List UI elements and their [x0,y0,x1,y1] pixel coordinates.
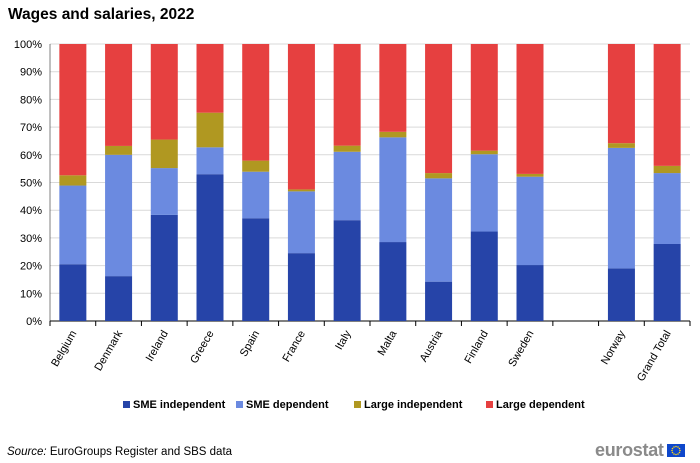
legend-swatch [486,401,493,408]
source-note: Source: EuroGroups Register and SBS data [7,446,232,458]
logo-text: eurostat [595,439,664,460]
x-tick-label: Norway [599,328,628,367]
bar-segment [150,214,178,321]
bar-segment [105,276,133,321]
source-text: EuroGroups Register and SBS data [49,446,233,458]
y-tick-label: 30% [20,233,42,245]
bar-segment [653,173,681,244]
bar-segment [287,191,315,254]
bar-segment [196,44,224,113]
bar-segment [287,44,315,190]
bar-segment [150,139,178,169]
bar-segment [516,44,544,174]
y-tick-label: 20% [20,261,42,273]
x-tick-label: Belgium [49,329,79,369]
y-tick-label: 10% [20,288,42,300]
legend-label: Large dependent [496,399,585,411]
bar-segment [425,178,453,282]
bar-segment [196,147,224,175]
gridlines [50,43,690,322]
bar-segment [470,44,498,151]
legend-label: SME independent [133,399,226,411]
bar-segment [379,137,407,243]
bar-segment [425,173,453,179]
bar-segment [242,171,270,219]
bar-segment [333,220,361,321]
y-axis-ticks: 0% 10% 20% 30% 40% 50% 60% 70% 80% 90% 100% [14,39,42,328]
bar-segment [607,147,635,269]
eurostat-logo: eurostat [595,440,685,460]
bar-segment [242,44,270,161]
x-tick-label: Austria [418,328,446,364]
bar-segment [105,44,133,146]
bar-segment [196,174,224,321]
y-tick-label: 50% [20,178,42,190]
legend-swatch [236,401,243,408]
x-axis-labels: Belgium Denmark Ireland Greece Spain France It… [49,328,674,384]
bar-segment [470,150,498,155]
legend: SME independent SME dependent Large indepe… [123,399,585,411]
bar-segment [379,44,407,132]
bar-segment [287,253,315,321]
bar-segment [607,143,635,148]
bar-segment [516,176,544,266]
bar-segment [379,242,407,321]
bar-segment [425,44,453,174]
x-tick-label: Finland [462,329,490,366]
x-tick-label: Spain [238,329,262,359]
bar-segment [653,44,681,166]
bar-segment [333,151,361,221]
bar-segment [607,44,635,144]
bar-segment [607,268,635,321]
chart-title: Wages and salaries, 2022 [8,6,195,23]
y-tick-label: 100% [14,39,42,51]
bars [59,44,681,321]
y-tick-label: 70% [20,122,42,134]
x-axis [49,44,691,326]
legend-label: Large independent [364,399,463,411]
y-tick-label: 0% [26,316,42,328]
legend-label: SME dependent [246,399,329,411]
bar-segment [150,168,178,215]
source-label: Source: [7,446,47,458]
bar-segment [516,173,544,177]
bar-segment [59,44,87,176]
bar-segment [59,175,87,186]
x-tick-label: Malta [376,328,400,358]
bar-segment [196,112,224,148]
bar-segment [242,160,270,172]
bar-segment [150,44,178,140]
bar-segment [59,264,87,321]
bar-segment [59,185,87,265]
legend-swatch [354,401,361,408]
legend-swatch [123,401,130,408]
bar-segment [470,154,498,232]
bar-segment [653,165,681,174]
bar-segment [242,218,270,321]
bar-segment [653,243,681,321]
x-tick-label: Ireland [144,329,171,364]
x-tick-label: France [281,329,309,365]
bar-segment [516,265,544,321]
bar-segment [105,145,133,155]
bar-segment [333,44,361,146]
bar-segment [105,154,133,277]
bar-segment [379,131,407,138]
bar-segment [333,145,361,152]
bar-segment [425,281,453,321]
x-tick-label: Greece [188,329,216,366]
x-tick-label: Italy [333,328,354,352]
bar-segment [470,231,498,321]
y-tick-label: 40% [20,205,42,217]
x-tick-label: Sweden [506,329,536,369]
y-tick-label: 60% [20,150,42,162]
y-tick-label: 90% [20,67,42,79]
y-tick-label: 80% [20,94,42,106]
bar-segment [287,189,315,192]
x-tick-label: Grand Total [635,329,674,384]
eu-flag-icon [666,443,685,457]
x-tick-label: Denmark [92,328,125,373]
